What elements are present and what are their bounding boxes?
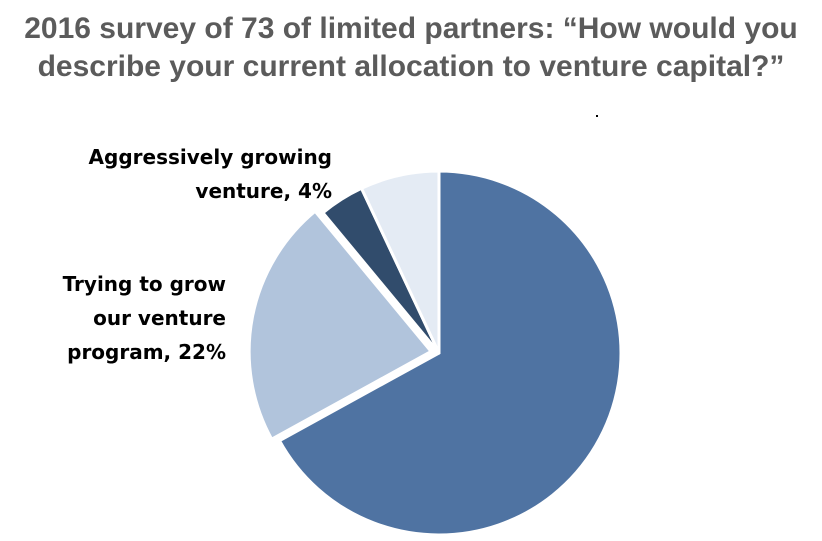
slice-label-aggressively-growing: Aggressively growing venture, 4%: [89, 140, 332, 208]
chart-title-line-1: 2016 survey of 73 of limited partners: “…: [24, 12, 798, 45]
slice-trying-to-grow: [247, 209, 433, 441]
slice-label-trying-to-grow: Trying to grow our venture program, 22%: [63, 267, 226, 369]
slice-no-change: [278, 169, 623, 537]
slice-other: [360, 169, 441, 355]
slice-label-line: Trying to grow: [62, 272, 226, 296]
chart-title: 2016 survey of 73 of limited partners: “…: [0, 10, 822, 86]
slice-label-line: Aggressively growing: [88, 145, 332, 169]
stray-dot: [596, 115, 598, 117]
chart-title-line-2: describe your current allocation to vent…: [37, 50, 785, 83]
slice-label-line: venture, 4%: [195, 179, 332, 203]
slice-label-line: our venture: [93, 306, 226, 330]
slice-label-line: program, 22%: [67, 340, 226, 364]
